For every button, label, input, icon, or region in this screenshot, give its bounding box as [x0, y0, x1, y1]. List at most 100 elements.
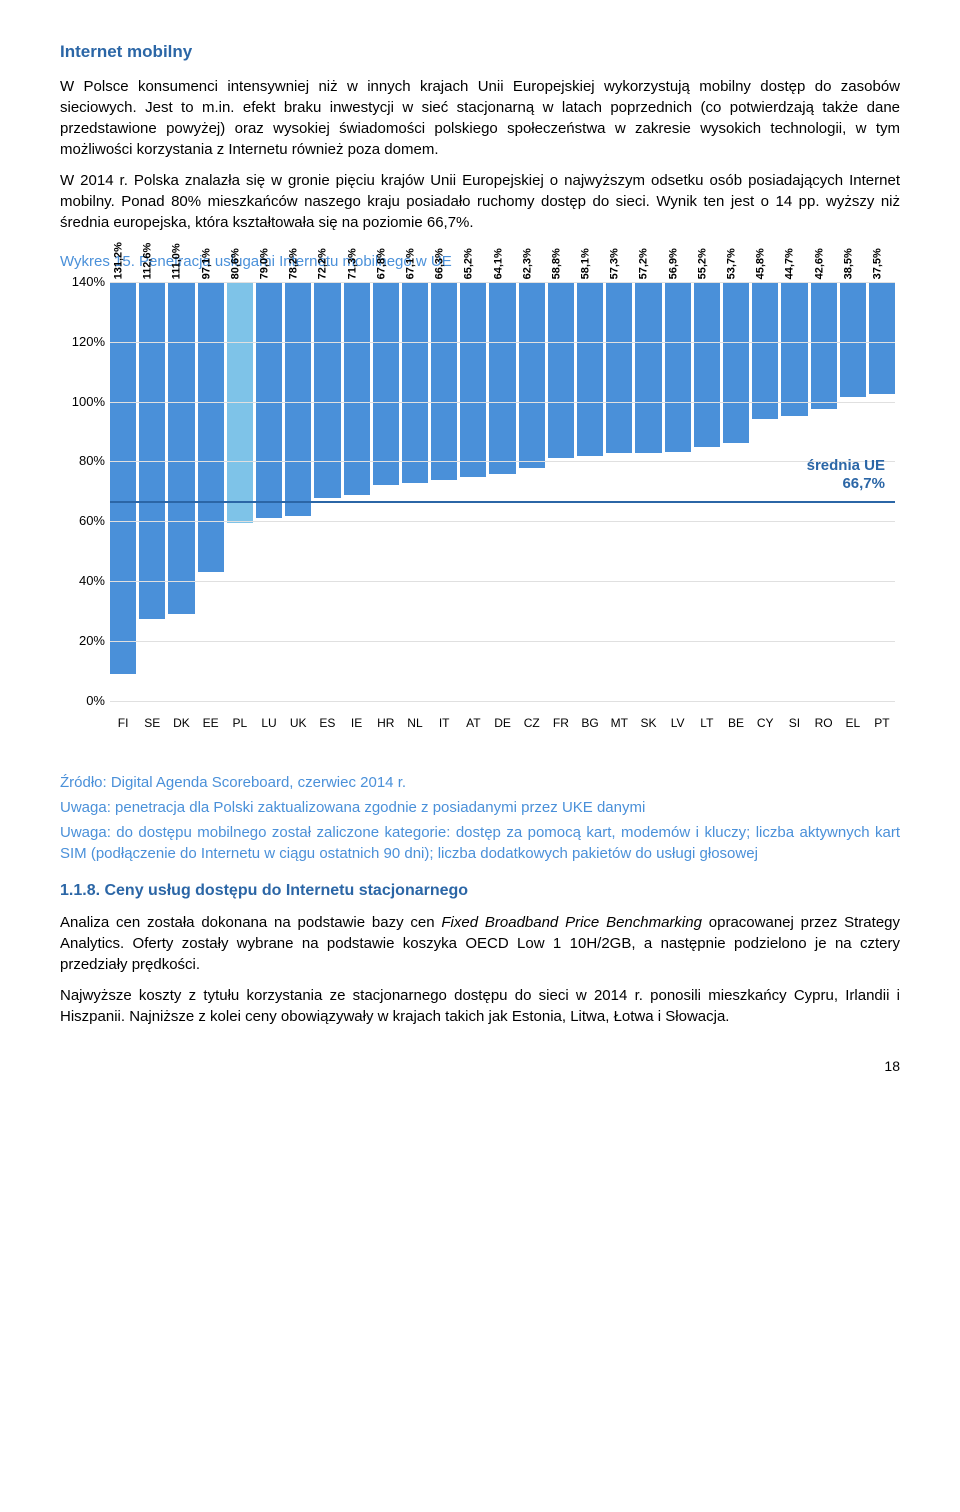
- note-1: Uwaga: penetracja dla Polski zaktualizow…: [60, 797, 900, 818]
- x-axis-label: DK: [168, 715, 194, 732]
- bar: 64,1%: [489, 282, 515, 474]
- subsection-heading: 1.1.8. Ceny usług dostępu do Internetu s…: [60, 880, 900, 902]
- x-axis-label: EL: [840, 715, 866, 732]
- bar: 45,8%: [752, 282, 778, 419]
- p3-italic: Fixed Broadband Price Benchmarking: [441, 914, 702, 931]
- gridline: [110, 282, 895, 283]
- chart-title: Wykres 15. Penetracja usługami Internetu…: [60, 251, 900, 272]
- x-axis-label: LT: [694, 715, 720, 732]
- p3-part1: Analiza cen została dokonana na podstawi…: [60, 914, 441, 931]
- mean-label-2: 66,7%: [807, 475, 885, 493]
- x-axis-label: CY: [752, 715, 778, 732]
- bar-value-label: 80,6%: [228, 249, 243, 280]
- bar-value-label: 44,7%: [783, 249, 798, 280]
- x-axis-label: RO: [811, 715, 837, 732]
- bar: 37,5%: [869, 282, 895, 394]
- bar-value-label: 57,2%: [637, 249, 652, 280]
- bar-value-label: 111,0%: [170, 244, 185, 280]
- y-tick-label: 40%: [60, 572, 105, 590]
- bar: 53,7%: [723, 282, 749, 443]
- bar-wrap: 53,7%: [723, 282, 749, 701]
- bar: 42,6%: [811, 282, 837, 409]
- mean-label: średnia UE66,7%: [807, 457, 885, 493]
- bar: 66,3%: [431, 282, 457, 480]
- source-line: Źródło: Digital Agenda Scoreboard, czerw…: [60, 772, 900, 793]
- x-axis-label: SE: [139, 715, 165, 732]
- bar-value-label: 45,8%: [754, 249, 769, 280]
- bar-wrap: 97,1%: [198, 282, 224, 701]
- gridline: [110, 581, 895, 582]
- bar: 97,1%: [198, 282, 224, 573]
- bar: 112,6%: [139, 282, 165, 619]
- paragraph-1: W Polsce konsumenci intensywniej niż w i…: [60, 76, 900, 160]
- y-tick-label: 100%: [60, 392, 105, 410]
- bar: 56,9%: [665, 282, 691, 452]
- bar-chart: 131,2%112,6%111,0%97,1%80,6%79,0%78,2%72…: [60, 282, 900, 742]
- bar: 44,7%: [781, 282, 807, 416]
- y-tick-label: 140%: [60, 273, 105, 291]
- x-axis-label: CZ: [519, 715, 545, 732]
- x-axis-label: HR: [373, 715, 399, 732]
- paragraph-2: W 2014 r. Polska znalazła się w gronie p…: [60, 170, 900, 233]
- bar: 71,3%: [344, 282, 370, 495]
- bar: 57,3%: [606, 282, 632, 453]
- y-tick-label: 60%: [60, 512, 105, 530]
- paragraph-4: Najwyższe koszty z tytułu korzystania ze…: [60, 985, 900, 1027]
- x-axis-label: EE: [198, 715, 224, 732]
- x-axis-label: BE: [723, 715, 749, 732]
- mean-label-1: średnia UE: [807, 457, 885, 475]
- bar: 57,2%: [635, 282, 661, 453]
- bar-wrap: 64,1%: [489, 282, 515, 701]
- bar: 72,2%: [314, 282, 340, 498]
- bar-value-label: 42,6%: [812, 249, 827, 280]
- bar-wrap: 131,2%: [110, 282, 136, 701]
- y-tick-label: 80%: [60, 452, 105, 470]
- bar-wrap: 78,2%: [285, 282, 311, 701]
- x-axis-label: FR: [548, 715, 574, 732]
- section-heading: Internet mobilny: [60, 40, 900, 64]
- x-axis-label: IT: [431, 715, 457, 732]
- bar-value-label: 58,8%: [550, 249, 565, 280]
- x-axis-label: FI: [110, 715, 136, 732]
- x-axis-label: UK: [285, 715, 311, 732]
- bar-value-label: 57,3%: [608, 249, 623, 280]
- x-axis-labels: FISEDKEEPLLUUKESIEHRNLITATDECZFRBGMTSKLV…: [110, 715, 895, 732]
- bar-wrap: 62,3%: [519, 282, 545, 701]
- x-axis-label: NL: [402, 715, 428, 732]
- bar-value-label: 65,2%: [462, 249, 477, 280]
- bar-wrap: 65,2%: [460, 282, 486, 701]
- bar-value-label: 72,2%: [316, 249, 331, 280]
- bar-value-label: 64,1%: [491, 249, 506, 280]
- bar-wrap: 45,8%: [752, 282, 778, 701]
- bar: 67,1%: [402, 282, 428, 483]
- bar: 58,1%: [577, 282, 603, 456]
- x-axis-label: AT: [460, 715, 486, 732]
- x-axis-label: SI: [781, 715, 807, 732]
- bar-wrap: 58,1%: [577, 282, 603, 701]
- bar: 38,5%: [840, 282, 866, 397]
- bar-value-label: 62,3%: [520, 249, 535, 280]
- bar-value-label: 66,3%: [433, 249, 448, 280]
- bar: 62,3%: [519, 282, 545, 468]
- bar-wrap: 111,0%: [168, 282, 194, 701]
- bar-value-label: 67,8%: [374, 249, 389, 280]
- x-axis-label: DE: [489, 715, 515, 732]
- x-axis-label: MT: [606, 715, 632, 732]
- x-axis-label: PL: [227, 715, 253, 732]
- bar-value-label: 79,0%: [258, 249, 273, 280]
- bar-value-label: 38,5%: [841, 249, 856, 280]
- bar-value-label: 37,5%: [871, 249, 886, 280]
- bar-value-label: 131,2%: [112, 242, 127, 279]
- chart-plot-area: 131,2%112,6%111,0%97,1%80,6%79,0%78,2%72…: [110, 282, 895, 702]
- bar-wrap: 67,1%: [402, 282, 428, 701]
- bar-value-label: 97,1%: [199, 249, 214, 280]
- bar-value-label: 53,7%: [725, 249, 740, 280]
- gridline: [110, 641, 895, 642]
- bar-value-label: 58,1%: [579, 249, 594, 280]
- bar: 55,2%: [694, 282, 720, 447]
- y-tick-label: 120%: [60, 333, 105, 351]
- bar: 67,8%: [373, 282, 399, 485]
- x-axis-label: IE: [344, 715, 370, 732]
- x-axis-label: SK: [635, 715, 661, 732]
- bar-value-label: 55,2%: [695, 249, 710, 280]
